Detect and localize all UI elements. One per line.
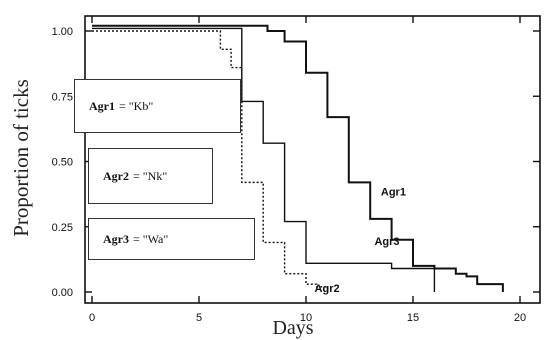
y-tick-label: 1.00 xyxy=(52,26,73,38)
x-tick-label: 5 xyxy=(196,312,202,324)
plot-frame xyxy=(84,15,541,304)
series-label-agr2: Agr2 xyxy=(315,283,340,295)
series-labels: Agr1 Agr3 Agr2 xyxy=(315,186,406,295)
y-tick-label: 0.25 xyxy=(52,222,73,234)
y-tick-label: 0.50 xyxy=(52,157,73,169)
x-tick-label: 15 xyxy=(407,312,419,324)
series-line-agr3 xyxy=(92,27,436,292)
legend-series-value: = "Wa" xyxy=(133,231,169,246)
series-line-agr2 xyxy=(92,30,329,292)
legend-series-name: Agr2 xyxy=(103,168,129,183)
legend-series-name: Agr3 xyxy=(103,231,129,246)
legend-series-name: Agr1 xyxy=(89,98,115,113)
y-tick-label: 0.00 xyxy=(52,287,73,299)
x-tick-label: 20 xyxy=(514,312,526,324)
y-axis-title: Proportion of ticks xyxy=(9,79,33,237)
x-axis-title: Days xyxy=(272,317,313,339)
x-tick-label: 10 xyxy=(300,312,312,324)
axis-ticks: 0 5 10 15 20 0.00 0.25 0.50 0.75 1.00 xyxy=(52,16,540,324)
legend-entry-agr2: Agr2 = "Nk" xyxy=(88,148,213,204)
series-label-agr3: Agr3 xyxy=(374,236,399,248)
x-tick-label: 0 xyxy=(89,312,95,324)
series-lines xyxy=(92,24,504,292)
series-line-agr1 xyxy=(92,24,504,292)
plot-axes xyxy=(84,15,541,304)
series-label-agr1: Agr1 xyxy=(381,186,406,198)
legend-entry-agr1: Agr1 = "Kb" xyxy=(74,79,241,133)
legend-entry-agr3: Agr3 = "Wa" xyxy=(88,218,255,260)
y-tick-label: 0.75 xyxy=(52,91,73,103)
legend-series-value: = "Nk" xyxy=(133,168,168,183)
legend-series-value: = "Kb" xyxy=(119,98,154,113)
